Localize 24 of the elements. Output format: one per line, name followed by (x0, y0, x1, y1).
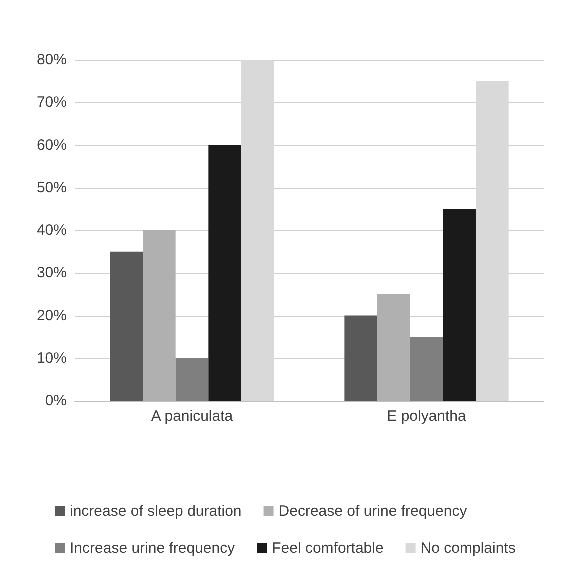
bar (110, 252, 144, 401)
y-tick-label: 40% (36, 222, 67, 239)
legend-label: Increase urine frequency (70, 540, 236, 557)
y-tick-label: 0% (45, 392, 67, 410)
y-tick-label: 10% (36, 350, 67, 367)
y-tick-label: 20% (36, 307, 67, 324)
bar (176, 358, 209, 401)
legend-label: No complaints (420, 540, 516, 557)
bar (208, 145, 242, 401)
bar (410, 337, 444, 401)
y-tick-label: 70% (36, 94, 67, 112)
bar (143, 230, 176, 401)
bar (443, 209, 476, 401)
legend-label: Feel comfortable (272, 540, 384, 557)
x-tick-label: E polyantha (387, 408, 468, 425)
x-tick-label: A paniculata (151, 408, 234, 425)
bar (378, 294, 410, 401)
y-tick-label: 60% (36, 136, 67, 154)
legend-label: Decrease of urine frequency (278, 503, 468, 520)
y-tick-label: 30% (36, 264, 67, 282)
y-tick-label: 80% (36, 52, 67, 68)
y-tick-label: 50% (36, 179, 67, 196)
legend-label: increase of sleep duration (70, 503, 242, 520)
bar (344, 316, 378, 401)
